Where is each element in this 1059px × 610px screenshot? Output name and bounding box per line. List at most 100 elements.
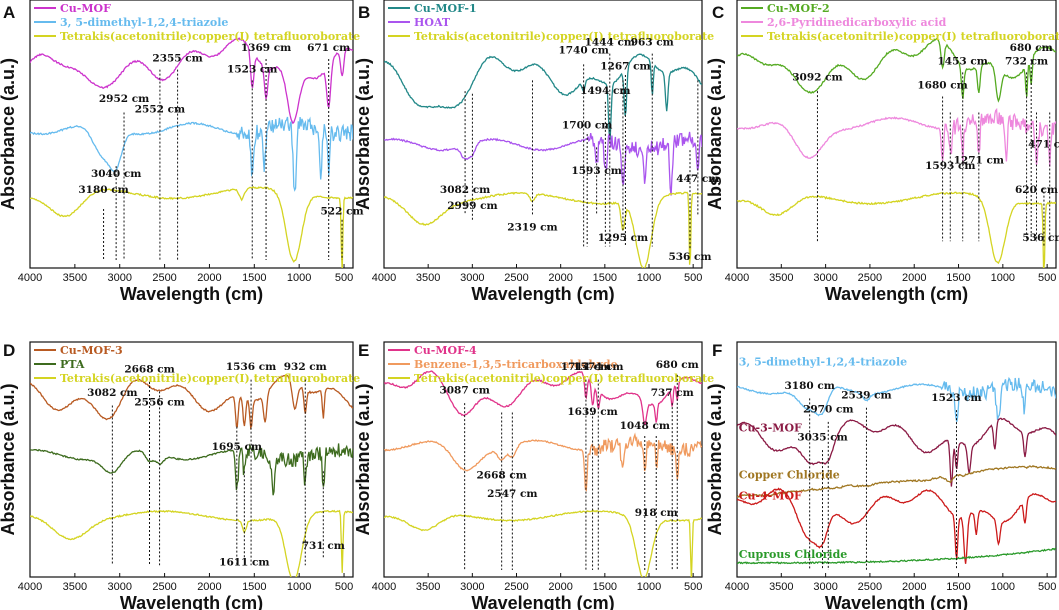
legend-entry: Tetrakis(acetonitrile)copper(I) tetraflu… xyxy=(60,30,360,43)
series-label: Cu-4-MOF xyxy=(739,489,802,502)
panel-B: 4000 3500 3000 2500 2000 1500 1000 500 Wavelengt… xyxy=(353,0,719,304)
series-line-copper-chloride xyxy=(737,464,1056,498)
series-line-cu-mof xyxy=(30,37,353,125)
x-tick-label: 3000 xyxy=(460,581,484,593)
peak-annotation: 671 cm xyxy=(307,42,350,54)
series-line-tetrakis-acetonitrile-copper-i-tetrafluoroborate xyxy=(30,186,353,268)
panel-letter: C xyxy=(712,3,724,22)
x-tick-label: 2500 xyxy=(504,581,528,593)
series-line-tetrakis-acetonitrile-copper-i-tetrafluoroborate xyxy=(384,509,702,577)
series-line-cu-4-mof xyxy=(737,487,1056,564)
x-tick-label: 2000 xyxy=(902,272,926,284)
x-tick-label: 2000 xyxy=(548,581,572,593)
peak-annotation: 680 cm xyxy=(1010,42,1053,54)
x-tick-label: 3500 xyxy=(416,581,440,593)
x-tick-label: 1500 xyxy=(242,581,266,593)
panel-E: 4000 3500 3000 2500 2000 1500 1000 500 Wavelengt… xyxy=(353,341,714,610)
peak-annotation: 1295 cm xyxy=(598,232,648,244)
peak-annotation: 737 cm xyxy=(651,387,694,399)
peak-annotation: 2999 cm xyxy=(447,200,497,212)
x-tick-label: 2500 xyxy=(858,272,882,284)
peak-annotation: 1740 cm xyxy=(558,45,608,57)
peak-annotation: 471 cm xyxy=(1028,138,1059,150)
x-tick-label: 3500 xyxy=(63,272,87,284)
legend-entry: Tetrakis(acetonitrile)copper(I) tetraflu… xyxy=(414,30,714,43)
peak-annotation: 536 cm xyxy=(1022,232,1059,244)
x-tick-label: 2500 xyxy=(504,272,528,284)
x-tick-label: 2500 xyxy=(858,581,882,593)
peak-annotation: 1536 cm xyxy=(226,361,276,373)
peak-annotation: 732 cm xyxy=(1005,55,1048,67)
panel-letter: F xyxy=(712,341,722,360)
series-label: 3, 5-dimethyl-1,2,4-triazole xyxy=(739,356,907,369)
x-tick-label: 500 xyxy=(684,581,702,593)
series-label: Copper Chloride xyxy=(739,468,840,481)
x-tick-label: 3000 xyxy=(460,272,484,284)
peak-annotation: 2970 cm xyxy=(803,404,853,416)
series-label: Cuprous Chloride xyxy=(739,548,848,561)
peak-annotation: 536 cm xyxy=(668,251,711,263)
series-line-2-6-pyridinedicarboxylic-acid xyxy=(737,107,1056,167)
x-tick-label: 500 xyxy=(335,581,353,593)
x-axis-title: Wavelength (cm) xyxy=(825,593,968,610)
peak-annotation: 2539 cm xyxy=(841,389,891,401)
x-tick-label: 3500 xyxy=(769,581,793,593)
peak-annotation: 963 cm xyxy=(631,37,674,49)
x-tick-label: 1000 xyxy=(637,581,661,593)
x-tick-label: 1000 xyxy=(287,581,311,593)
legend-entry: 2,6-Pyridinedicarboxylic acid xyxy=(767,16,947,29)
y-axis-title: Absorbance (a.u.) xyxy=(0,58,18,210)
x-tick-label: 500 xyxy=(1038,581,1056,593)
x-tick-label: 1500 xyxy=(946,272,970,284)
x-axis-title: Wavelength (cm) xyxy=(471,284,614,304)
plot-frame xyxy=(29,341,354,578)
y-axis-title: Absorbance (a.u.) xyxy=(353,58,373,210)
legend-entry: Benzene-1,3,5-tricarboxaldehyde xyxy=(414,358,618,371)
panel-letter: A xyxy=(3,3,15,22)
peak-annotation: 3035 cm xyxy=(797,432,847,444)
series-line-cu-3-mof xyxy=(737,417,1056,487)
x-tick-label: 1500 xyxy=(593,272,617,284)
legend-entry: Cu-MOF-4 xyxy=(414,344,477,357)
peak-annotation: 3082 cm xyxy=(87,387,137,399)
x-tick-label: 500 xyxy=(684,272,702,284)
x-tick-label: 4000 xyxy=(18,272,42,284)
panel-D: 4000 3500 3000 2500 2000 1500 1000 500 Wavelengt… xyxy=(0,341,360,610)
peak-annotation: 3180 cm xyxy=(78,184,128,196)
plot-frame xyxy=(736,0,1057,269)
x-tick-label: 500 xyxy=(1038,272,1056,284)
peak-annotation: 3082 cm xyxy=(440,184,490,196)
x-tick-label: 1500 xyxy=(593,581,617,593)
x-tick-label: 3500 xyxy=(416,272,440,284)
legend-entry: Tetrakis(acetonitrile)copper(I) tetraflu… xyxy=(60,372,360,385)
peak-annotation: 2355 cm xyxy=(152,53,202,65)
peak-annotation: 1048 cm xyxy=(620,420,670,432)
plot-frame xyxy=(736,341,1057,578)
x-axis-title: Wavelength (cm) xyxy=(120,593,263,610)
peak-annotation: 3087 cm xyxy=(439,385,489,397)
x-tick-label: 4000 xyxy=(372,581,396,593)
peak-annotation: 1611 cm xyxy=(219,556,269,568)
y-axis-title: Absorbance (a.u.) xyxy=(705,58,725,210)
peak-annotation: 1574 cm xyxy=(573,361,623,373)
peak-annotation: 1593 cm xyxy=(925,160,975,172)
panel-C: 4000 3500 3000 2500 2000 1500 1000 500 Wavelengt… xyxy=(705,0,1059,304)
peak-annotation: 1700 cm xyxy=(562,120,612,132)
legend-entry: Tetrakis(acetonitrile)copper(I) tetraflu… xyxy=(414,372,714,385)
peak-annotation: 680 cm xyxy=(656,359,699,371)
peak-annotation: 1695 cm xyxy=(212,441,262,453)
x-axis-title: Wavelength (cm) xyxy=(825,284,968,304)
x-tick-label: 3000 xyxy=(107,272,131,284)
peak-annotation: 620 cm xyxy=(1015,184,1058,196)
peak-annotation: 3040 cm xyxy=(91,168,141,180)
x-tick-label: 3500 xyxy=(769,272,793,284)
peak-annotation: 1639 cm xyxy=(567,406,617,418)
x-tick-label: 1500 xyxy=(946,581,970,593)
legend-entry: Cu-MOF-3 xyxy=(60,344,123,357)
panel-letter: D xyxy=(3,341,15,360)
x-tick-label: 3500 xyxy=(63,581,87,593)
x-tick-label: 4000 xyxy=(725,272,749,284)
x-tick-label: 2500 xyxy=(152,581,176,593)
x-tick-label: 1000 xyxy=(637,272,661,284)
